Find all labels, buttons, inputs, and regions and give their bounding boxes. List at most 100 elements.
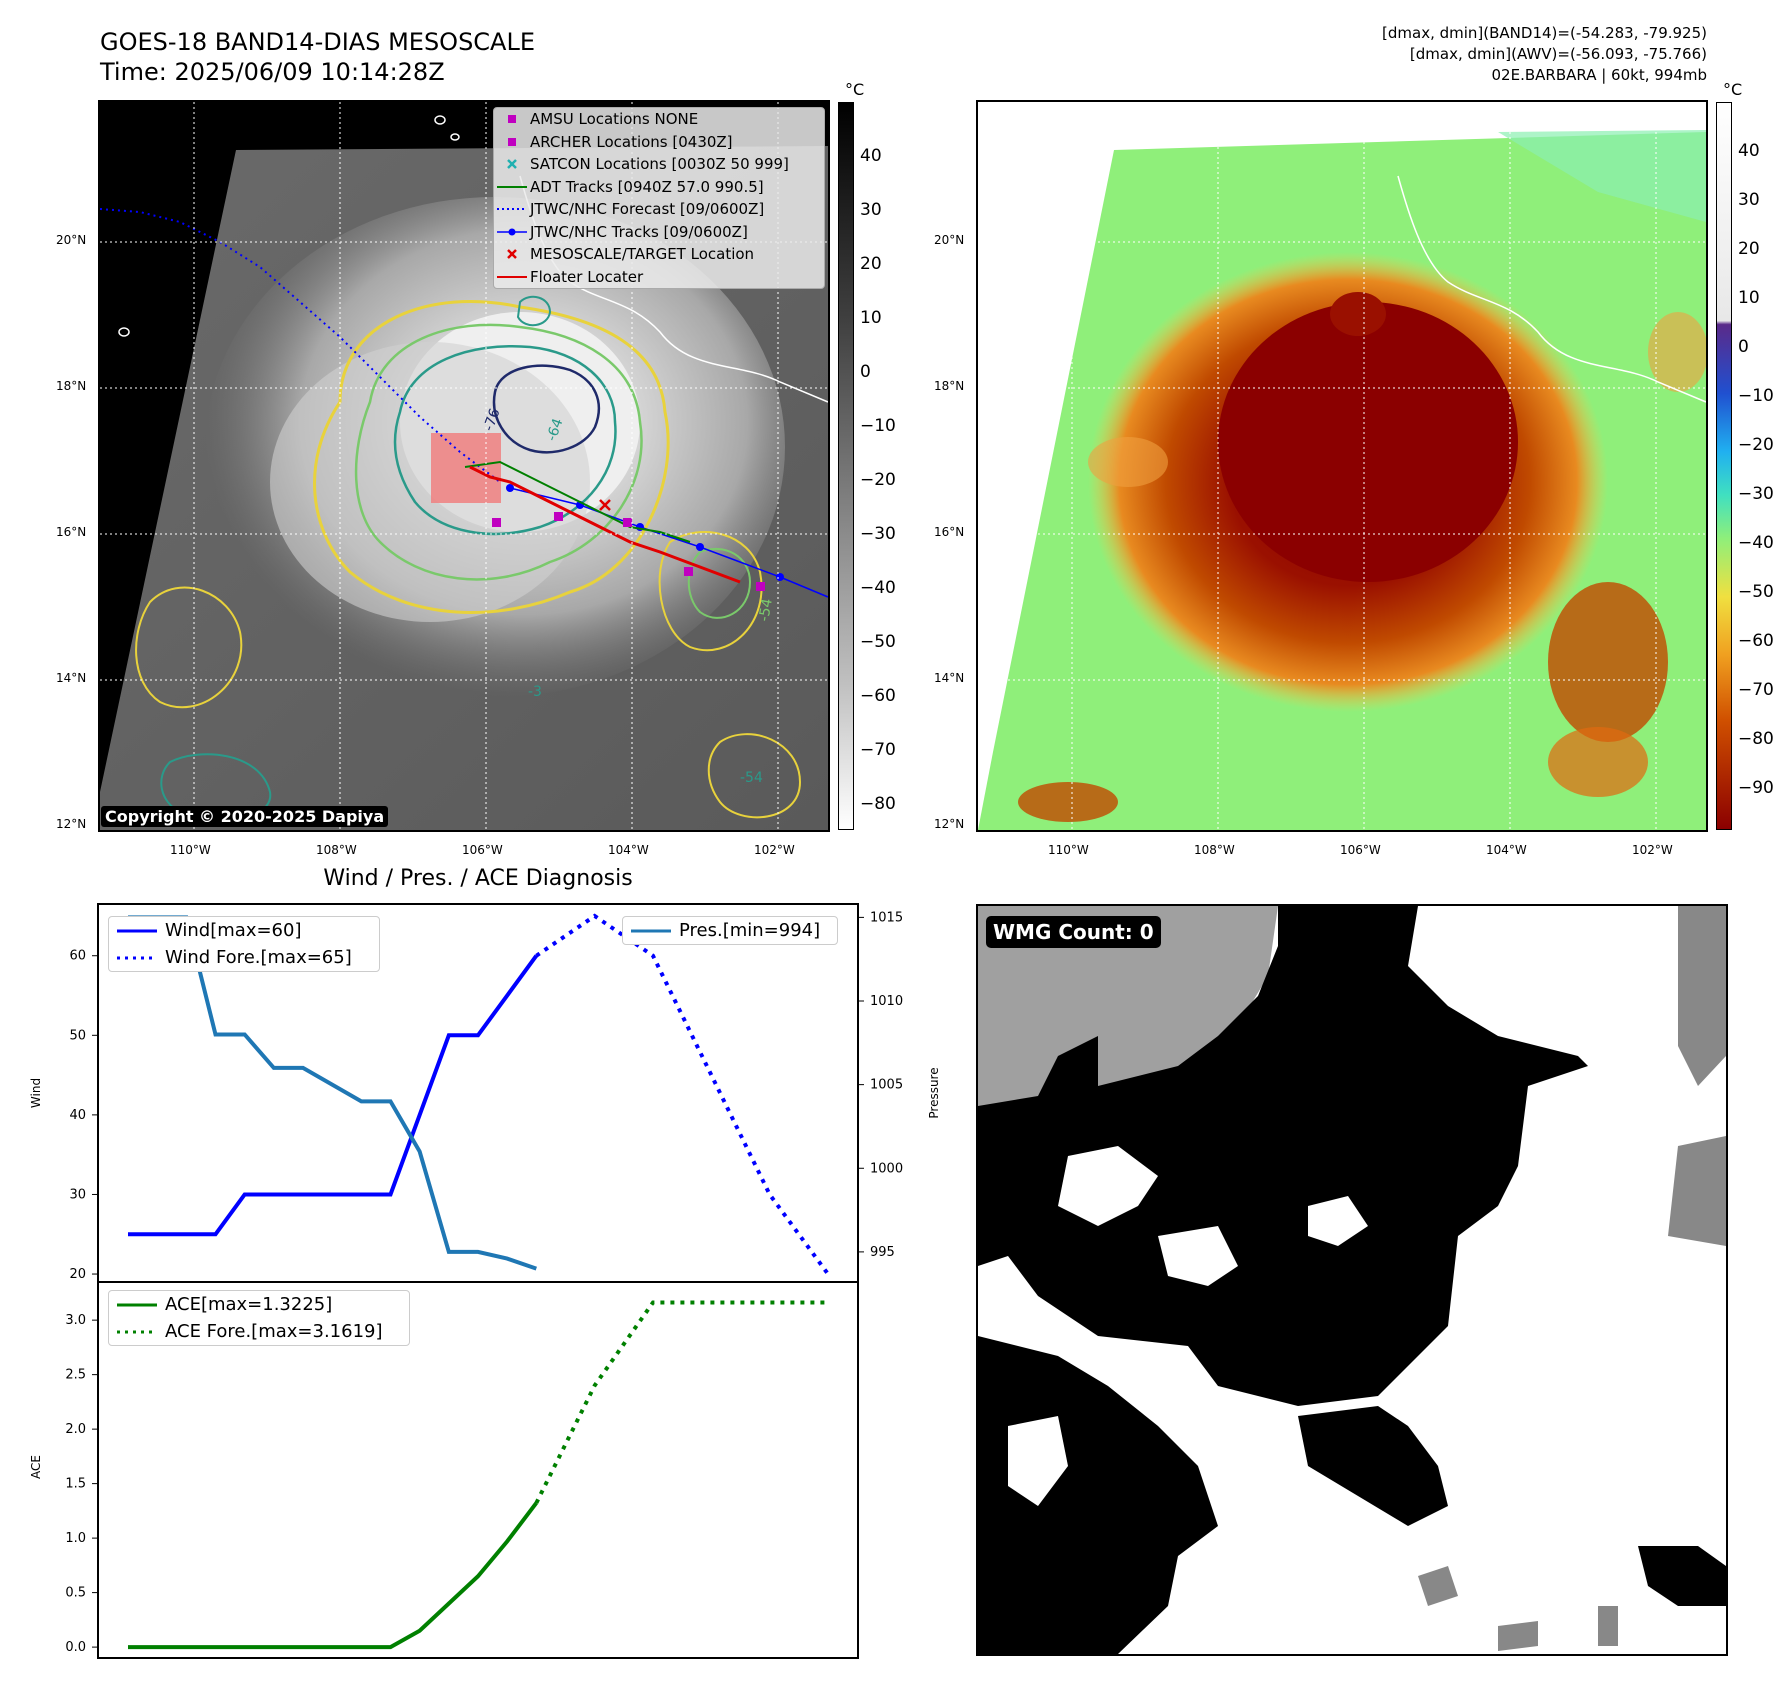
lon-label: 108°W	[316, 843, 357, 857]
info-awv: [dmax, dmin](AWV)=(-56.093, -75.766)	[1409, 45, 1707, 63]
chart-title: GOES-18 BAND14-DIAS MESOSCALE	[100, 28, 536, 56]
contour-label: -54	[740, 770, 763, 786]
series-line-ace-forecast	[534, 1300, 828, 1504]
legend-item-tracks: JTWC/NHC Tracks [09/0600Z]	[494, 221, 824, 244]
lon-label: 108°W	[1194, 843, 1235, 857]
awv-colorbar-tick: −70	[1738, 680, 1774, 700]
ir-colorbar-tick: −10	[860, 416, 896, 436]
contour-label: -76	[481, 406, 504, 433]
lon-label: 110°W	[1048, 843, 1089, 857]
ace-tick-label: 2.0	[65, 1422, 86, 1437]
wmg-panel	[976, 904, 1728, 1656]
copyright-label: Copyright © 2020-2025 Dapiya	[101, 806, 389, 827]
contour-label: -54	[756, 597, 776, 622]
series-line-ace	[128, 1501, 538, 1650]
ir-map-image: -76 -64 -54 -3 -54	[100, 102, 828, 830]
ir-colorbar-tick: −80	[860, 794, 896, 814]
ace-legend: ACE[max=1.3225] ACE Fore.[max=3.1619]	[108, 1290, 410, 1346]
awv-colorbar-tick: −20	[1738, 435, 1774, 455]
legend-item-forecast: JTWC/NHC Forecast [09/0600Z]	[497, 200, 765, 219]
awv-colorbar-tick: −60	[1738, 631, 1774, 651]
wind-tick-label: 60	[69, 949, 86, 964]
legend-item-adt: ADT Tracks [0940Z 57.0 990.5]	[497, 177, 764, 196]
lon-label: 106°W	[1340, 843, 1381, 857]
lat-label: 20°N	[56, 233, 87, 247]
pressure-tick-label: 995	[870, 1245, 895, 1260]
awv-map-image	[978, 102, 1706, 830]
ace-axis-label: ACE	[29, 1455, 43, 1479]
lat-label: 14°N	[934, 671, 965, 685]
awv-colorbar-tick: 20	[1738, 239, 1760, 259]
diag-chart: 20 30 40 50 60 995 1000 1005 1010 1015 0.0 0.5 1.0 1…	[65, 903, 903, 1659]
contour-label: -64	[544, 416, 567, 443]
lat-label: 12°N	[934, 817, 965, 831]
legend-item-ace: ACE[max=1.3225]	[117, 1294, 333, 1315]
diag-title: Wind / Pres. / ACE Diagnosis	[323, 866, 633, 891]
lat-label: 16°N	[56, 525, 87, 539]
ir-colorbar-tick: 40	[860, 146, 882, 166]
ace-tick-label: 2.5	[65, 1368, 86, 1383]
legend-item-satcon: SATCON Locations [0030Z 50 999]	[494, 153, 824, 176]
pressure-tick-label: 1015	[870, 910, 903, 925]
pressure-axis-label: Pressure	[927, 1067, 941, 1119]
info-band14: [dmax, dmin](BAND14)=(-54.283, -79.925)	[1382, 24, 1707, 42]
wind-axis-label: Wind	[29, 1077, 43, 1109]
pressure-tick-label: 1000	[870, 1161, 903, 1176]
ir-colorbar-tick: −20	[860, 470, 896, 490]
wind-tick-label: 20	[69, 1267, 86, 1282]
legend-item-pressure: Pres.[min=994]	[631, 920, 821, 941]
legend-item-ace-forecast: ACE Fore.[max=3.1619]	[117, 1321, 383, 1342]
awv-colorbar-tick: −50	[1738, 582, 1774, 602]
lon-label: 110°W	[170, 843, 211, 857]
ir-colorbar-tick: −70	[860, 740, 896, 760]
legend-item-target: MESOSCALE/TARGET Location	[494, 243, 824, 266]
pressure-legend: Pres.[min=994]	[622, 916, 838, 945]
lon-label: 102°W	[1632, 843, 1673, 857]
awv-map-panel	[976, 100, 1708, 832]
wmg-count-label: WMG Count: 0	[986, 916, 1161, 948]
awv-colorbar	[1716, 102, 1732, 830]
ir-colorbar-tick: 10	[860, 308, 882, 328]
lat-label: 16°N	[934, 525, 965, 539]
legend-item-wind: Wind[max=60]	[117, 920, 302, 941]
awv-colorbar-tick: −80	[1738, 729, 1774, 749]
lon-label: 106°W	[462, 843, 503, 857]
awv-colorbar-tick: 30	[1738, 190, 1760, 210]
wind-tick-label: 40	[69, 1108, 86, 1123]
ir-colorbar-tick: 20	[860, 254, 882, 274]
ace-tick-label: 3.0	[65, 1313, 86, 1328]
ir-colorbar-tick: 30	[860, 200, 882, 220]
awv-colorbar-tick: 40	[1738, 141, 1760, 161]
lat-label: 18°N	[934, 379, 965, 393]
awv-colorbar-tick: 0	[1738, 337, 1749, 357]
ace-panel-frame	[97, 1281, 859, 1659]
ace-tick-label: 1.5	[65, 1477, 86, 1492]
lat-label: 18°N	[56, 379, 87, 393]
ir-colorbar-tick: −50	[860, 632, 896, 652]
wmg-image	[978, 906, 1726, 1654]
ace-tick-label: 0.5	[65, 1586, 86, 1601]
lat-label: 20°N	[934, 233, 965, 247]
info-storm: 02E.BARBARA | 60kt, 994mb	[1491, 66, 1707, 84]
awv-colorbar-tick: −10	[1738, 386, 1774, 406]
ace-tick-label: 1.0	[65, 1531, 86, 1546]
contour-label: -3	[528, 684, 542, 700]
legend-item-floater: Floater Locater	[497, 267, 644, 286]
chart-time: Time: 2025/06/09 10:14:28Z	[100, 58, 445, 86]
awv-colorbar-tick: −90	[1738, 778, 1774, 798]
legend-item-wind-forecast: Wind Fore.[max=65]	[117, 947, 352, 968]
ir-colorbar-tick: −60	[860, 686, 896, 706]
lon-label: 104°W	[608, 843, 649, 857]
ace-tick-label: 0.0	[65, 1640, 86, 1655]
lat-label: 14°N	[56, 671, 87, 685]
legend-item-amsu: AMSU Locations NONE	[494, 108, 824, 131]
ir-colorbar-tick: −30	[860, 524, 896, 544]
awv-colorbar-tick: −40	[1738, 533, 1774, 553]
wind-tick-label: 50	[69, 1028, 86, 1043]
ir-colorbar	[838, 102, 854, 830]
wind-tick-label: 30	[69, 1187, 86, 1202]
series-line-wind	[128, 954, 538, 1237]
ir-colorbar-unit: °C	[845, 80, 865, 99]
awv-colorbar-tick: −30	[1738, 484, 1774, 504]
series-line-wind-forecast	[535, 913, 830, 1276]
